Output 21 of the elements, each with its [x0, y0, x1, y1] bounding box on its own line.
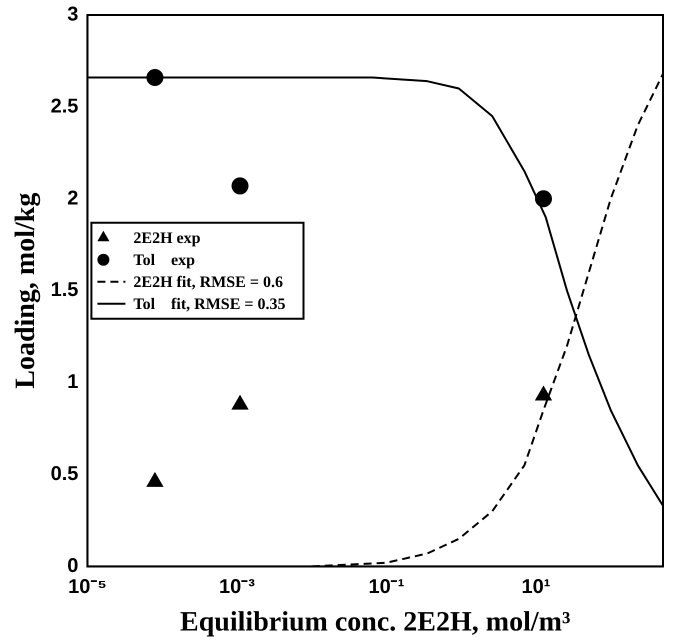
point	[146, 68, 164, 86]
point	[535, 386, 552, 400]
y-tick-label: 3	[67, 4, 78, 26]
legend-label: Tol fit, RMSE = 0.35	[133, 296, 286, 313]
x-axis-title: Equilibrium conc. 2E2H, mol/m³	[180, 606, 570, 638]
x-tick-label: 10⁻³	[218, 576, 256, 598]
y-axis-title: Loading, mol/kg	[10, 192, 42, 389]
y-tick-label: 1.5	[50, 279, 78, 302]
y-tick-label: 1	[67, 371, 78, 394]
x-tick-label: 10⁻¹	[368, 576, 405, 598]
x-tick-label: 10⁻⁵	[68, 576, 107, 598]
legend-label: Tol exp	[133, 252, 196, 269]
y-tick-label: 2.5	[50, 95, 78, 118]
y-tick-label: 2	[67, 187, 78, 210]
x-tick-label: 10¹	[522, 576, 551, 598]
point	[534, 190, 552, 208]
legend-label: 2E2H exp	[133, 230, 201, 247]
point	[146, 472, 164, 487]
legend-label: 2E2H fit, RMSE = 0.6	[133, 274, 283, 291]
y-tick-label: 0.5	[50, 463, 78, 486]
y-tick-label: 0	[67, 554, 78, 577]
